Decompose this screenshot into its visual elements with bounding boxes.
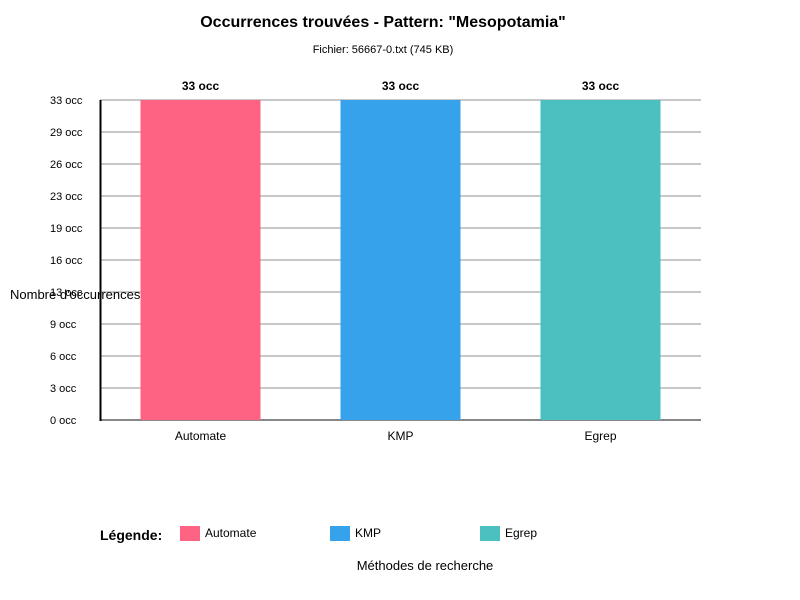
- y-tick-label: 23 occ: [50, 191, 83, 203]
- bar-value-label: 33 occ: [582, 79, 620, 93]
- legend-label-automate: Automate: [205, 526, 257, 540]
- legend-swatch-kmp: [330, 525, 350, 541]
- y-tick-label: 33 occ: [50, 95, 83, 107]
- y-tick-label: 16 occ: [50, 255, 83, 267]
- y-tick-label: 0 occ: [50, 415, 77, 427]
- chart-subtitle: Fichier: 56667-0.txt (745 KB): [312, 44, 454, 56]
- bar-automate: [140, 100, 261, 420]
- bar-value-label: 33 occ: [382, 79, 420, 93]
- legend-title: Légende:: [100, 527, 163, 543]
- bar-egrep: [540, 100, 661, 420]
- legend-item-automate: Automate: [180, 525, 256, 541]
- bar-value-label: 33 occ: [182, 79, 220, 93]
- chart-title: Occurrences trouvées - Pattern: "Mesopot…: [200, 14, 566, 31]
- legend-swatch-automate: [180, 525, 200, 541]
- legend-label-egrep: Egrep: [505, 526, 538, 540]
- legend-item-egrep: Egrep: [480, 525, 537, 541]
- y-tick-label: 9 occ: [50, 319, 77, 331]
- x-axis-label: Méthodes de recherche: [356, 558, 494, 573]
- legend-swatch-egrep: [480, 525, 500, 541]
- y-tick-label: 26 occ: [50, 159, 83, 171]
- x-tick-label: KMP: [387, 429, 413, 443]
- y-tick-label: 13 occ: [50, 287, 83, 299]
- y-tick-label: 29 occ: [50, 127, 83, 139]
- legend-label-kmp: KMP: [355, 526, 382, 540]
- y-tick-label: 19 occ: [50, 223, 83, 235]
- x-tick-label: Automate: [175, 429, 227, 443]
- y-tick-label: 6 occ: [50, 351, 77, 363]
- y-axis-label: Nombre d'occurrences: [10, 287, 141, 302]
- legend-item-kmp: KMP: [330, 525, 381, 541]
- x-tick-label: Egrep: [584, 429, 616, 443]
- bar-kmp: [340, 100, 461, 420]
- y-tick-label: 3 occ: [50, 383, 77, 395]
